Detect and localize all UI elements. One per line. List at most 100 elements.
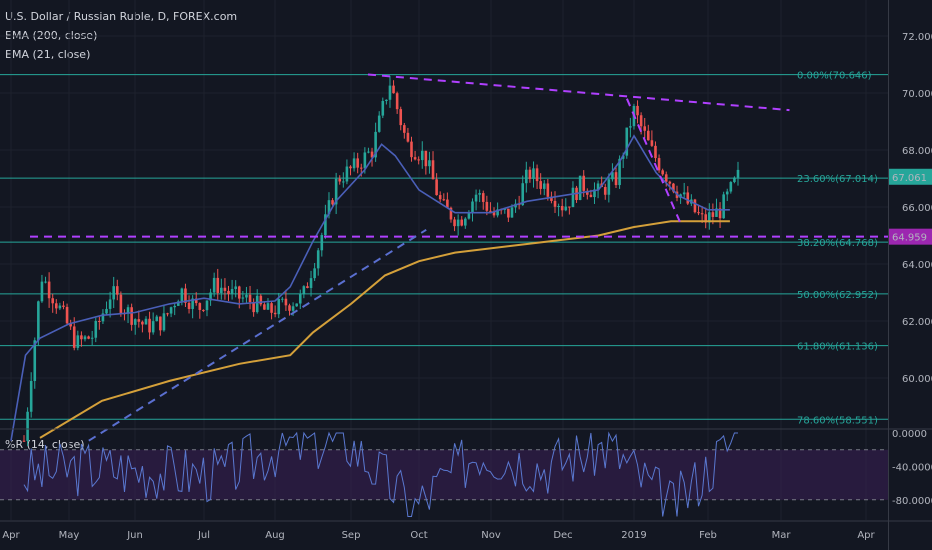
candle-body (532, 168, 535, 179)
candle-body (377, 115, 381, 132)
candle-body (607, 179, 611, 195)
candle-body (115, 286, 119, 295)
candle-body (33, 340, 37, 381)
candle-body (481, 193, 485, 202)
candle-body (108, 299, 112, 309)
candle-body (542, 183, 546, 189)
candle-body (141, 321, 144, 325)
time-tick-label: Sep (342, 530, 361, 541)
candle-body (263, 304, 266, 310)
price-tick-label: 66.000 (902, 203, 932, 214)
candle-body (47, 281, 51, 299)
candle-body (80, 335, 83, 340)
candle-body (187, 302, 191, 309)
candle-body (661, 170, 664, 175)
price-tick-label: 72.000 (902, 32, 932, 43)
candle-body (22, 440, 26, 442)
fib-level-label: 50.00%(62.952) (797, 290, 878, 301)
candle-body (302, 286, 306, 295)
candle-body (478, 193, 481, 195)
candle-body (639, 115, 643, 127)
wr-tick-label: -80.0000 (892, 496, 932, 507)
candle-body (381, 101, 385, 116)
candle-body (90, 337, 94, 339)
candle-body (460, 219, 464, 226)
candle-body (546, 183, 550, 197)
candle-body (725, 191, 729, 195)
candle-body (51, 298, 55, 304)
candle-body (176, 301, 180, 306)
candle-body (198, 303, 202, 310)
candle-body (672, 183, 675, 192)
candle-body (446, 199, 449, 208)
grid (0, 0, 888, 520)
candle-body (220, 287, 223, 293)
candle-body (273, 312, 277, 315)
support-label: 64.959 (892, 233, 927, 244)
candle-body (345, 166, 349, 182)
candle-body (697, 212, 700, 214)
candle-body (227, 290, 230, 295)
candle-body (464, 218, 467, 226)
candle-body (180, 288, 184, 302)
candle-body (291, 306, 295, 311)
time-tick-label: Jun (126, 530, 143, 541)
symbol-title: U.S. Dollar / Russian Ruble, D, FOREX.co… (5, 10, 238, 23)
candle-body (431, 160, 435, 180)
time-tick-label: Apr (857, 530, 875, 541)
candle-body (733, 177, 736, 183)
trend-line (88, 228, 427, 442)
candle-body (557, 206, 560, 208)
candle-body (707, 212, 711, 223)
candle-body (338, 178, 342, 182)
candle-body (87, 336, 90, 339)
candle-body (252, 302, 255, 313)
candle-body (374, 131, 377, 158)
candle-body (270, 303, 273, 313)
candle-body (539, 181, 542, 189)
candle-body (151, 321, 155, 333)
candle-body (119, 294, 123, 314)
fib-level-label: 61.80%(61.136) (797, 342, 878, 353)
candle-body (467, 213, 471, 219)
candle-body (647, 130, 650, 141)
candle-body (349, 166, 352, 169)
candle-body (370, 151, 374, 158)
candle-body (586, 190, 589, 195)
time-tick-label: Apr (2, 530, 20, 541)
candle-body (255, 295, 259, 313)
candle-body (40, 281, 44, 302)
candle-body (281, 298, 284, 300)
ema200-line (39, 220, 730, 439)
candle-body (359, 167, 363, 169)
price-tick-label: 70.000 (902, 89, 932, 100)
price-tick-label: 62.000 (902, 317, 932, 328)
candle-body (618, 158, 621, 186)
candle-body (101, 313, 105, 322)
candle-body (636, 105, 639, 116)
candle-body (169, 307, 173, 314)
candle-body (306, 286, 309, 288)
candle-body (492, 211, 496, 216)
candle-body (438, 195, 442, 200)
candle-body (37, 301, 40, 341)
candle-body (596, 183, 600, 190)
trend-line (625, 98, 684, 228)
candle-body (241, 297, 245, 299)
candle-body (560, 206, 564, 211)
candle-body (399, 109, 403, 126)
candle-body (693, 199, 697, 213)
candle-body (657, 158, 661, 171)
candle-body (711, 212, 715, 217)
candle-body (76, 335, 80, 348)
candle-body (133, 319, 137, 325)
time-tick-label: Feb (699, 530, 717, 541)
candle-body (259, 295, 263, 305)
candle-body (388, 85, 392, 100)
candle-body (664, 174, 668, 182)
candle-body (72, 326, 76, 348)
candle-body (435, 179, 438, 196)
candle-body (682, 192, 686, 195)
